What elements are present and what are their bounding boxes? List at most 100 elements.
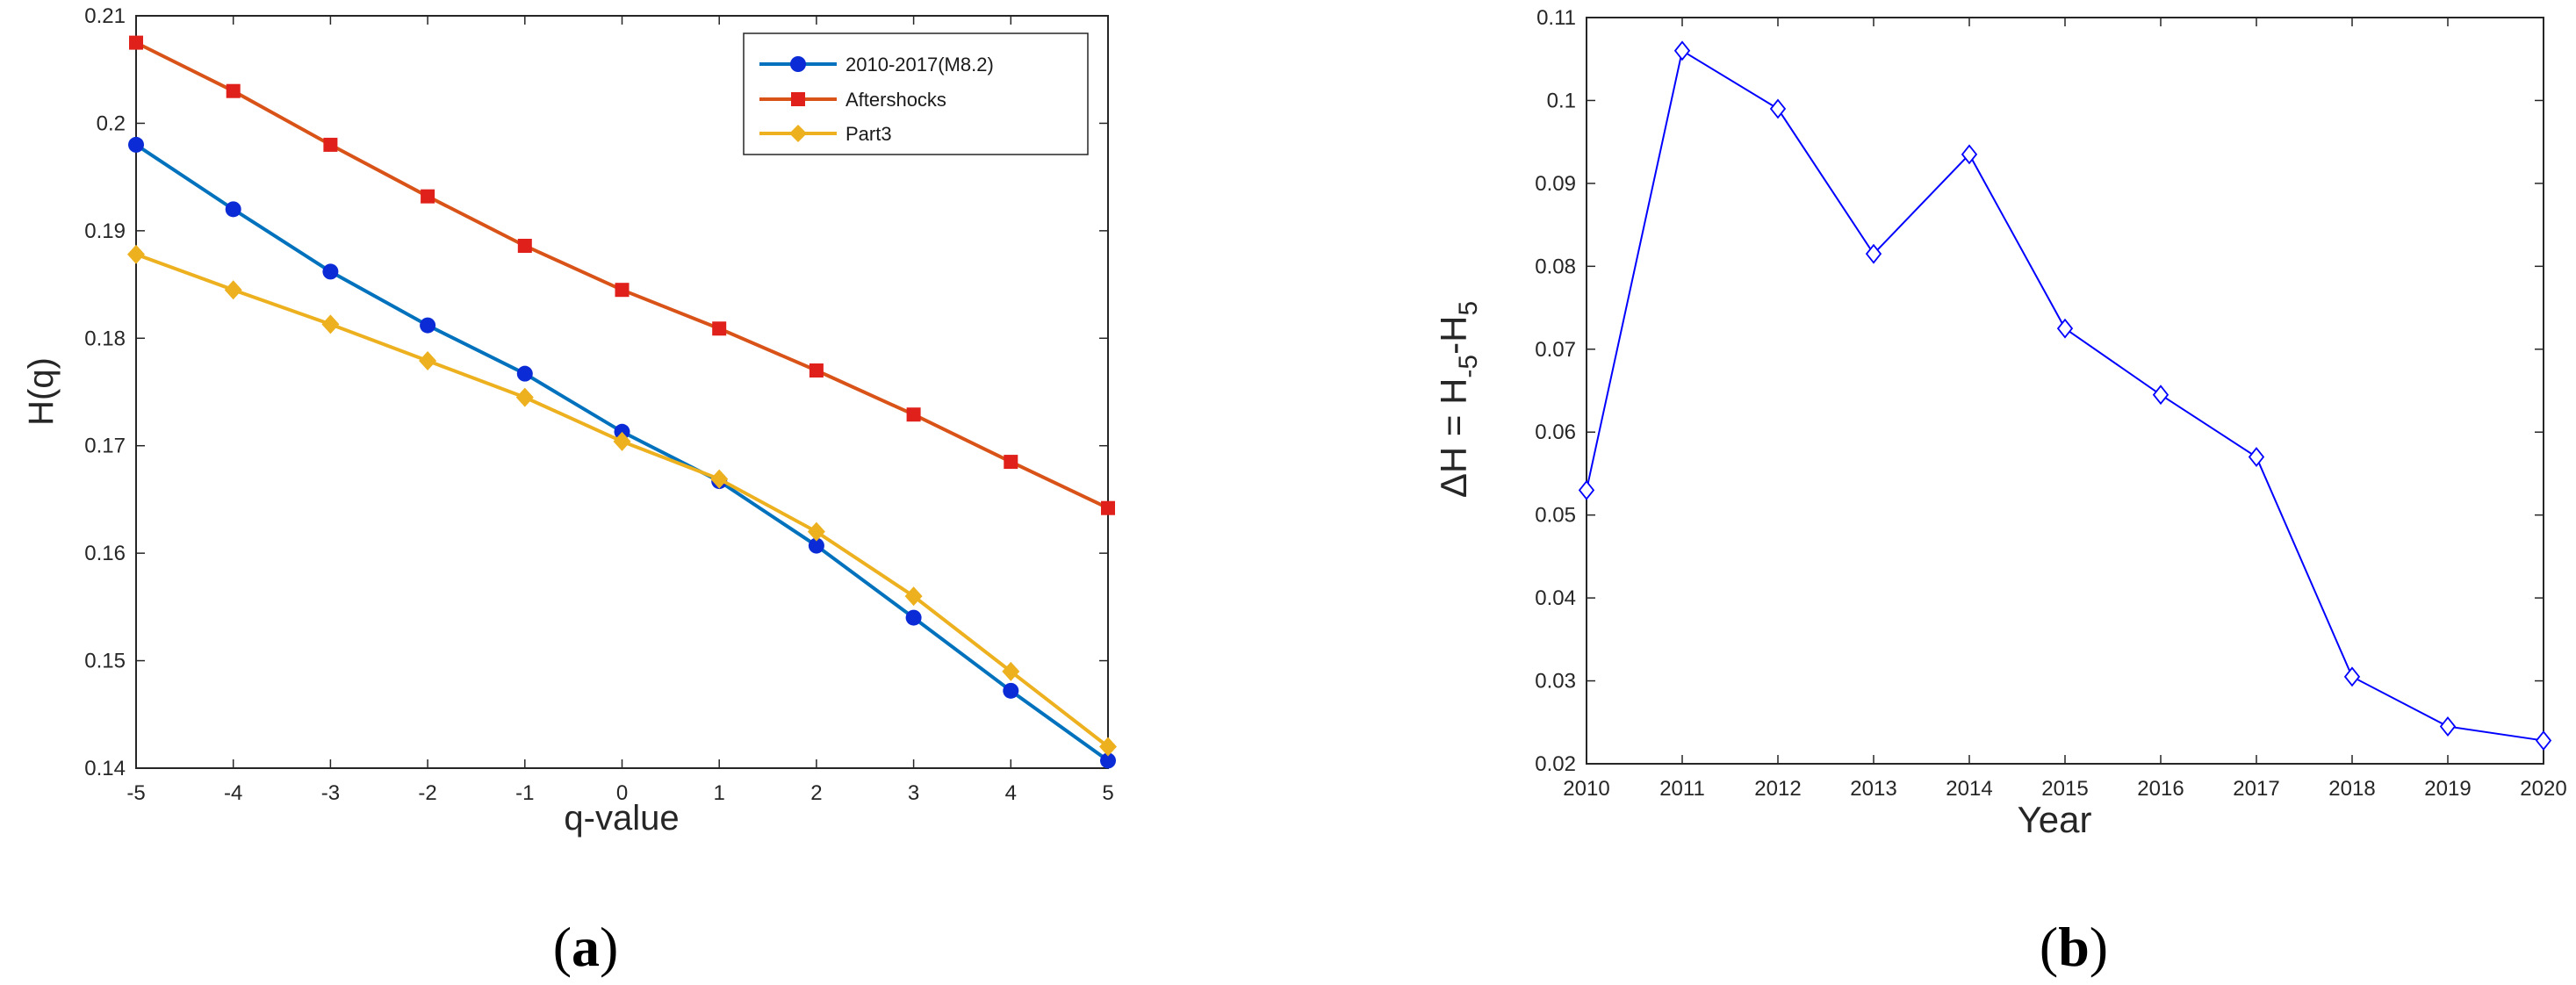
chart-a-series-2-point [712,321,727,336]
chart-b-xtick-label: 2020 [2520,777,2566,801]
chart-a-series-1-point [516,365,533,382]
chart-a-series-3-point [419,350,437,370]
chart-b-xtick-label: 2011 [1659,777,1705,801]
chart-a-series-1-point [614,423,630,440]
chart-b-ylabel: ΔH = H-5-H5 [1433,301,1483,498]
chart-a-xtick-label: -1 [515,781,534,805]
chart-a-series-2-point [1004,455,1018,470]
chart-a-xtick-label: -3 [321,781,340,805]
chart-a: -5 -4 -3 -2 -1 0 1 2 3 4 5 0.14 0.15 0.16 0.17 0.18 0.1… [22,4,1117,978]
chart-b-ytick-label: 0.02 [1535,752,1576,776]
chart-a-xtick-label: -2 [418,781,436,805]
chart-a-ytick-label: 0.19 [84,219,126,243]
chart-b-xtick-label: 2010 [1563,777,1609,801]
chart-b-xtick-label: 2018 [2328,777,2375,801]
chart-a-series-3-point [1099,737,1117,757]
chart-b-series-1-point [2248,447,2265,467]
chart-a-series-1-point [808,537,824,554]
chart-b-ytick-label: 0.03 [1535,670,1576,694]
legend-label-series-1: 2010-2017(M8.2) [845,54,994,75]
caption-b: (b) [2040,916,2108,978]
chart-b-series-1-point [1865,243,1882,264]
chart-a-series-1-point [905,609,922,626]
chart-b-ytick-label: 0.08 [1535,255,1576,278]
chart-b-ytick-label: 0.09 [1535,172,1576,196]
chart-b-xtick-label: 2019 [2424,777,2471,801]
legend-entry-series-3: Part3 [759,123,892,145]
legend-label-series-3: Part3 [845,123,892,145]
chart-b-xtick-label: 2017 [2233,777,2279,801]
caption-a: (a) [553,916,619,978]
legend-label-series-2: Aftershocks [845,89,946,111]
chart-a-series-3-point [807,521,825,542]
chart-a-ytick-label: 0.15 [84,650,126,673]
chart-a-ytick-label: 0.2 [97,111,126,135]
chart-b-ytick-label: 0.1 [1547,89,1576,112]
chart-a-xtick-label: 2 [810,781,822,805]
chart-a-series-3-point [224,280,242,300]
chart-a-series-2-point [809,363,824,378]
chart-a-ytick-label: 0.16 [84,542,126,565]
chart-a-series-2-point [517,238,532,253]
chart-a-series-2-point [129,35,143,50]
legend-entry-series-1: 2010-2017(M8.2) [759,54,994,75]
chart-a-xtick-label: 4 [1005,781,1017,805]
chart-a-xtick-label: 0 [616,781,628,805]
chart-a-series-3-point [710,469,729,489]
chart-a-series-2-point [1101,500,1115,515]
chart-b-series-1-point [2056,318,2074,339]
chart-b-ytick-label: 0.06 [1535,421,1576,444]
chart-b-xlabel: Year [2018,799,2092,840]
chart-a-xtick-label: 3 [908,781,919,805]
chart-a-series-2-point [226,83,241,98]
chart-b-xtick-label: 2015 [2041,777,2088,801]
chart-a-ylabel: H(q) [22,357,61,426]
chart-a-series-3-point [127,244,145,264]
chart-a-series-2-point [615,283,630,298]
chart-b-series-1-point [1673,40,1691,61]
chart-a-series-1-point [1100,752,1116,769]
chart-b-plot-area [1586,17,2544,765]
chart-a-series-3-point [515,387,534,407]
chart-b-series-1-point [1961,144,1978,165]
chart-b-ytick-label: 0.05 [1535,504,1576,528]
chart-a-series-3-point [1002,661,1020,681]
chart-b-xtick-label: 2014 [1946,777,1992,801]
chart-a-ytick-label: 0.18 [84,327,126,350]
chart-b: 2010 2011 2012 2013 2014 2015 2016 2017 2018 2019… [1433,6,2567,978]
chart-b-xtick-label: 2013 [1850,777,1896,801]
chart-a-series-1-point [1003,682,1019,699]
chart-b-ytick-label: 0.11 [1536,6,1576,30]
chart-a-series-1-point [322,263,339,280]
chart-a-xtick-label: 1 [714,781,725,805]
chart-a-series-3-point [904,586,923,607]
chart-b-series-1-point [1578,479,1595,500]
chart-a-xtick-label: 5 [1102,781,1113,805]
chart-a-series-1-point [128,136,144,153]
chart-a-xlabel: q-value [564,799,679,838]
chart-b-series-1-point [1769,98,1787,119]
chart-a-xtick-label: -5 [126,781,145,805]
chart-b-xtick-label: 2016 [2137,777,2184,801]
chart-b-series-1-point [2439,716,2457,737]
chart-a-series-3-point [613,431,631,451]
chart-a-series-1-point [420,317,436,334]
chart-a-series-2-point [906,407,921,422]
chart-a-ytick-label: 0.14 [84,757,126,780]
chart-a-series-3-point [321,314,340,334]
legend-entry-series-2: Aftershocks [759,89,946,111]
chart-b-series-1-point [2343,666,2361,687]
chart-b-ytick-label: 0.07 [1535,338,1576,362]
chart-a-ytick-label: 0.17 [84,435,126,458]
chart-a-ytick-label: 0.21 [84,4,126,28]
chart-b-ytick-label: 0.04 [1535,586,1576,610]
chart-b-series-1-point [2535,730,2552,751]
chart-a-legend: 2010-2017(M8.2) Aftershocks Part3 [743,32,1089,155]
chart-a-xtick-label: -4 [224,781,242,805]
chart-a-series-2-point [421,189,435,204]
chart-a-series-1-point [225,201,241,218]
chart-b-xtick-label: 2012 [1754,777,1801,801]
chart-b-series-1-point [2152,385,2169,406]
chart-a-series-2-point [323,137,338,152]
